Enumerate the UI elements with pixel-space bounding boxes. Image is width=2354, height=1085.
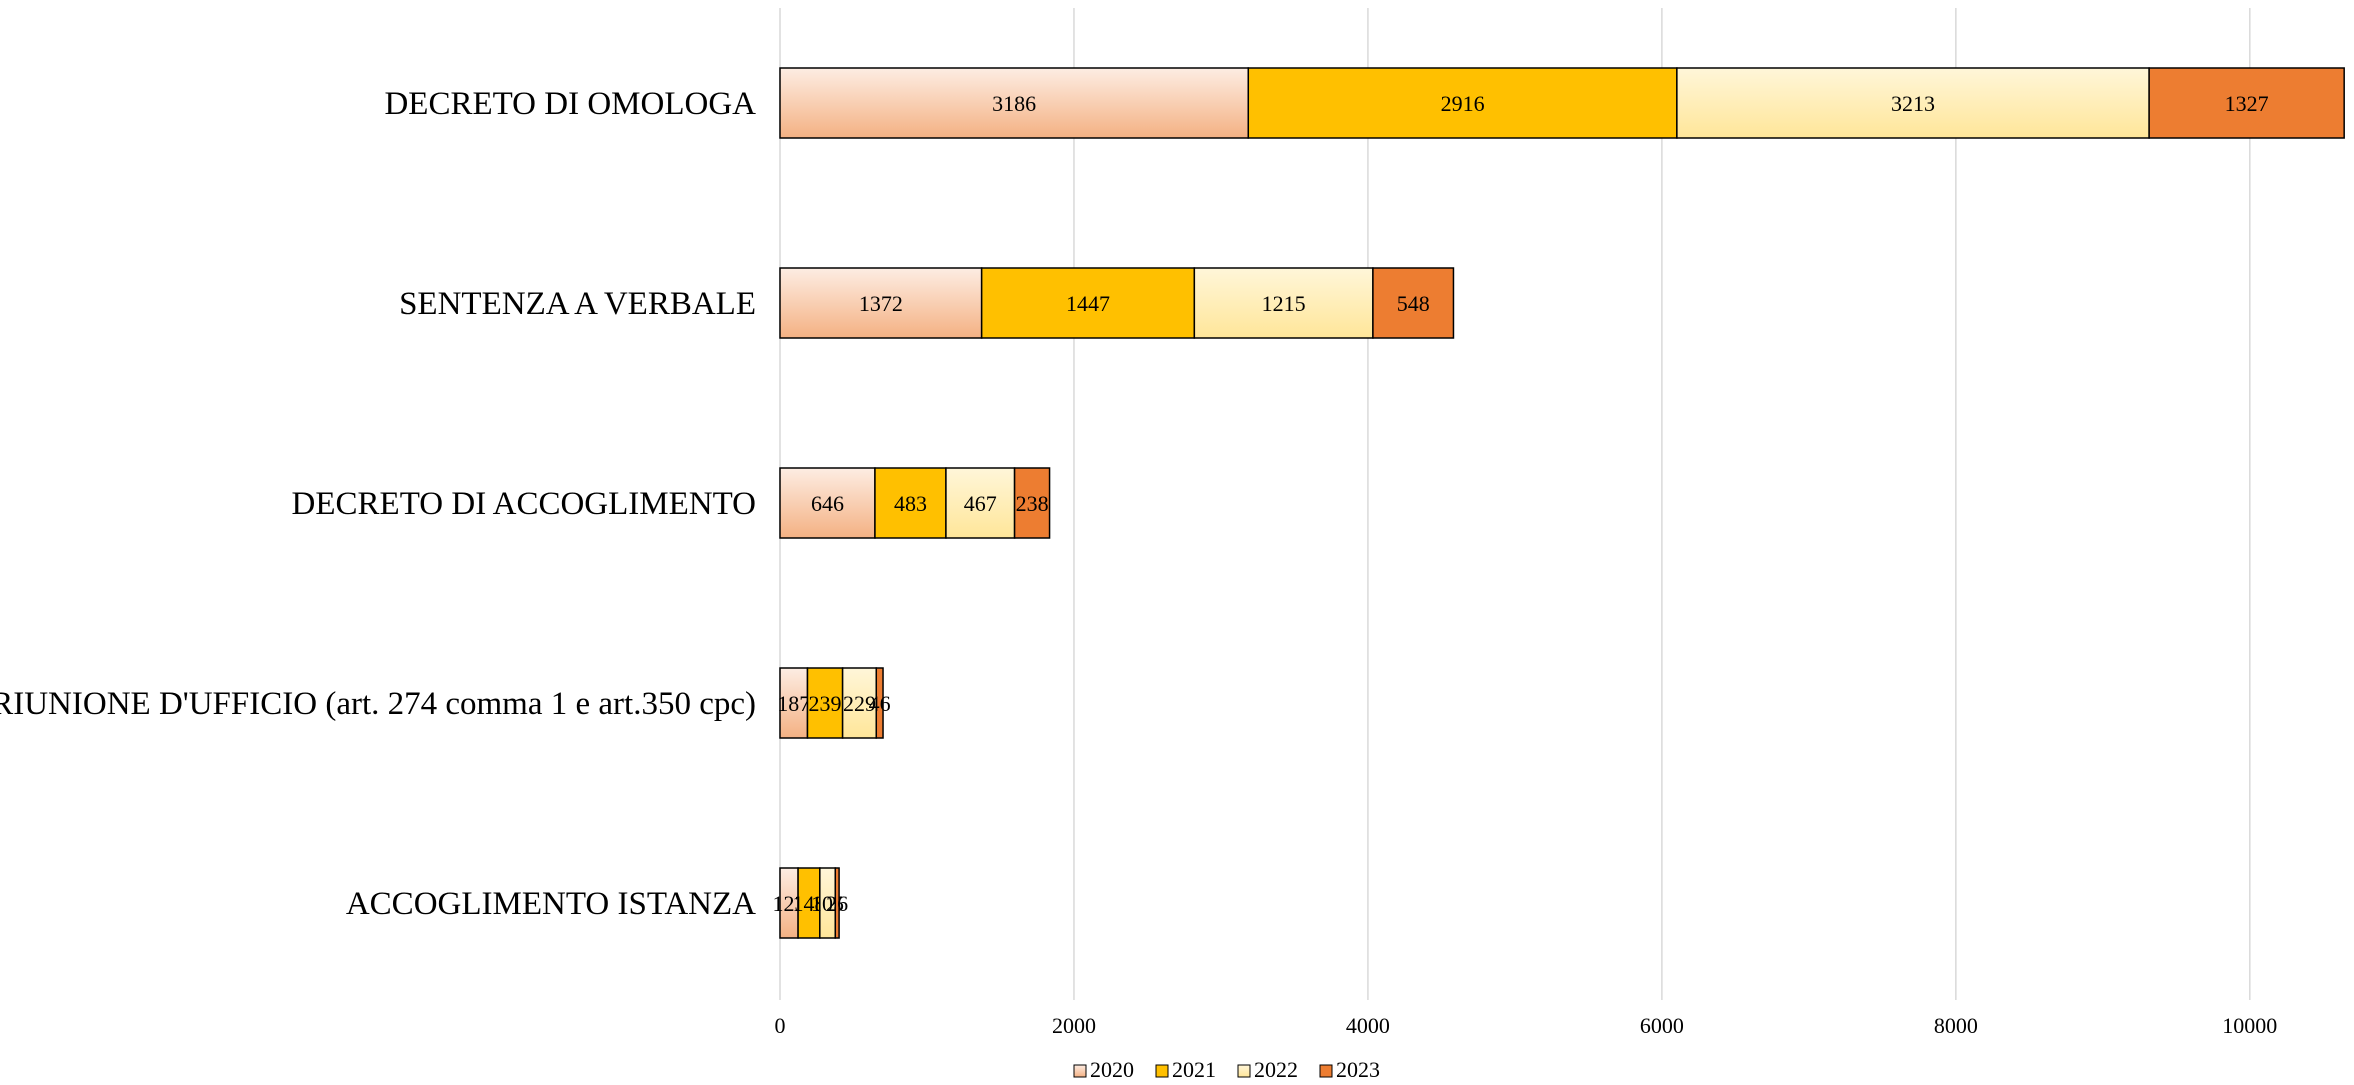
data-label: 646 <box>811 491 844 516</box>
legend-label: 2023 <box>1336 1057 1380 1082</box>
data-label: 238 <box>1016 491 1049 516</box>
x-tick-label: 6000 <box>1640 1013 1684 1038</box>
data-label: 2916 <box>1441 91 1485 116</box>
x-tick-label: 0 <box>775 1013 786 1038</box>
x-tick-label: 4000 <box>1346 1013 1390 1038</box>
bar-segment-2020 <box>779 667 809 739</box>
bar-segment-2020 <box>779 467 876 539</box>
legend-swatch-2020 <box>1073 1064 1087 1078</box>
category-label: DECRETO DI ACCOGLIMENTO <box>292 486 756 522</box>
bar-segment-2020 <box>779 267 983 339</box>
bar-segment-2021 <box>806 667 844 739</box>
category-label: SENTENZA A VERBALE <box>399 286 756 322</box>
data-label: 1447 <box>1066 291 1110 316</box>
category-labels: DECRETO DI OMOLOGA SENTENZA A VERBALE DECR… <box>0 86 756 922</box>
data-label: 3213 <box>1891 91 1935 116</box>
data-label: 483 <box>894 491 927 516</box>
category-label: RIUNIONE D'UFFICIO (art. 274 comma 1 e a… <box>0 686 756 722</box>
gridlines <box>779 8 2251 1000</box>
x-tick-label: 10000 <box>2222 1013 2277 1038</box>
bars: 3186 2916 3213 1327 1372 1447 1215 548 646 483 467… <box>773 67 2345 939</box>
bar-segment-2021 <box>980 267 1196 339</box>
legend-swatch-2022 <box>1237 1064 1251 1078</box>
category-label: ACCOGLIMENTO ISTANZA <box>346 886 756 922</box>
data-label: 467 <box>964 491 997 516</box>
x-tick-label: 2000 <box>1052 1013 1096 1038</box>
x-axis-ticks: 0 2000 4000 6000 8000 10000 <box>775 1013 2278 1038</box>
legend-swatch-2023 <box>1319 1064 1333 1078</box>
legend-label: 2021 <box>1172 1057 1216 1082</box>
category-label: DECRETO DI OMOLOGA <box>384 86 756 122</box>
bar-segment-2020 <box>779 67 1250 139</box>
bar-segment-2023 <box>1013 467 1051 539</box>
bar-segment-2022 <box>945 467 1016 539</box>
data-label: 229 <box>843 691 876 716</box>
legend-label: 2020 <box>1090 1057 1134 1082</box>
data-label: 1372 <box>859 291 903 316</box>
data-label: 26 <box>826 891 848 916</box>
legend-swatch-2021 <box>1155 1064 1169 1078</box>
legend: 2020 2021 2022 2023 <box>1073 1057 1380 1082</box>
data-label: 1215 <box>1262 291 1306 316</box>
data-label: 3186 <box>992 91 1036 116</box>
bar-segment-2023 <box>834 867 840 939</box>
data-label: 239 <box>809 691 842 716</box>
data-label: 187 <box>777 691 810 716</box>
bar-segment-2023 <box>1372 267 1455 339</box>
bar-segment-2021 <box>874 467 947 539</box>
bar-segment-2023 <box>875 667 884 739</box>
x-tick-label: 8000 <box>1934 1013 1978 1038</box>
bar-segment-2023 <box>2148 67 2345 139</box>
legend-label: 2022 <box>1254 1057 1298 1082</box>
data-label: 1327 <box>2225 91 2269 116</box>
data-label: 548 <box>1397 291 1430 316</box>
data-label: 46 <box>869 691 891 716</box>
bar-segment-2022 <box>1193 267 1374 339</box>
